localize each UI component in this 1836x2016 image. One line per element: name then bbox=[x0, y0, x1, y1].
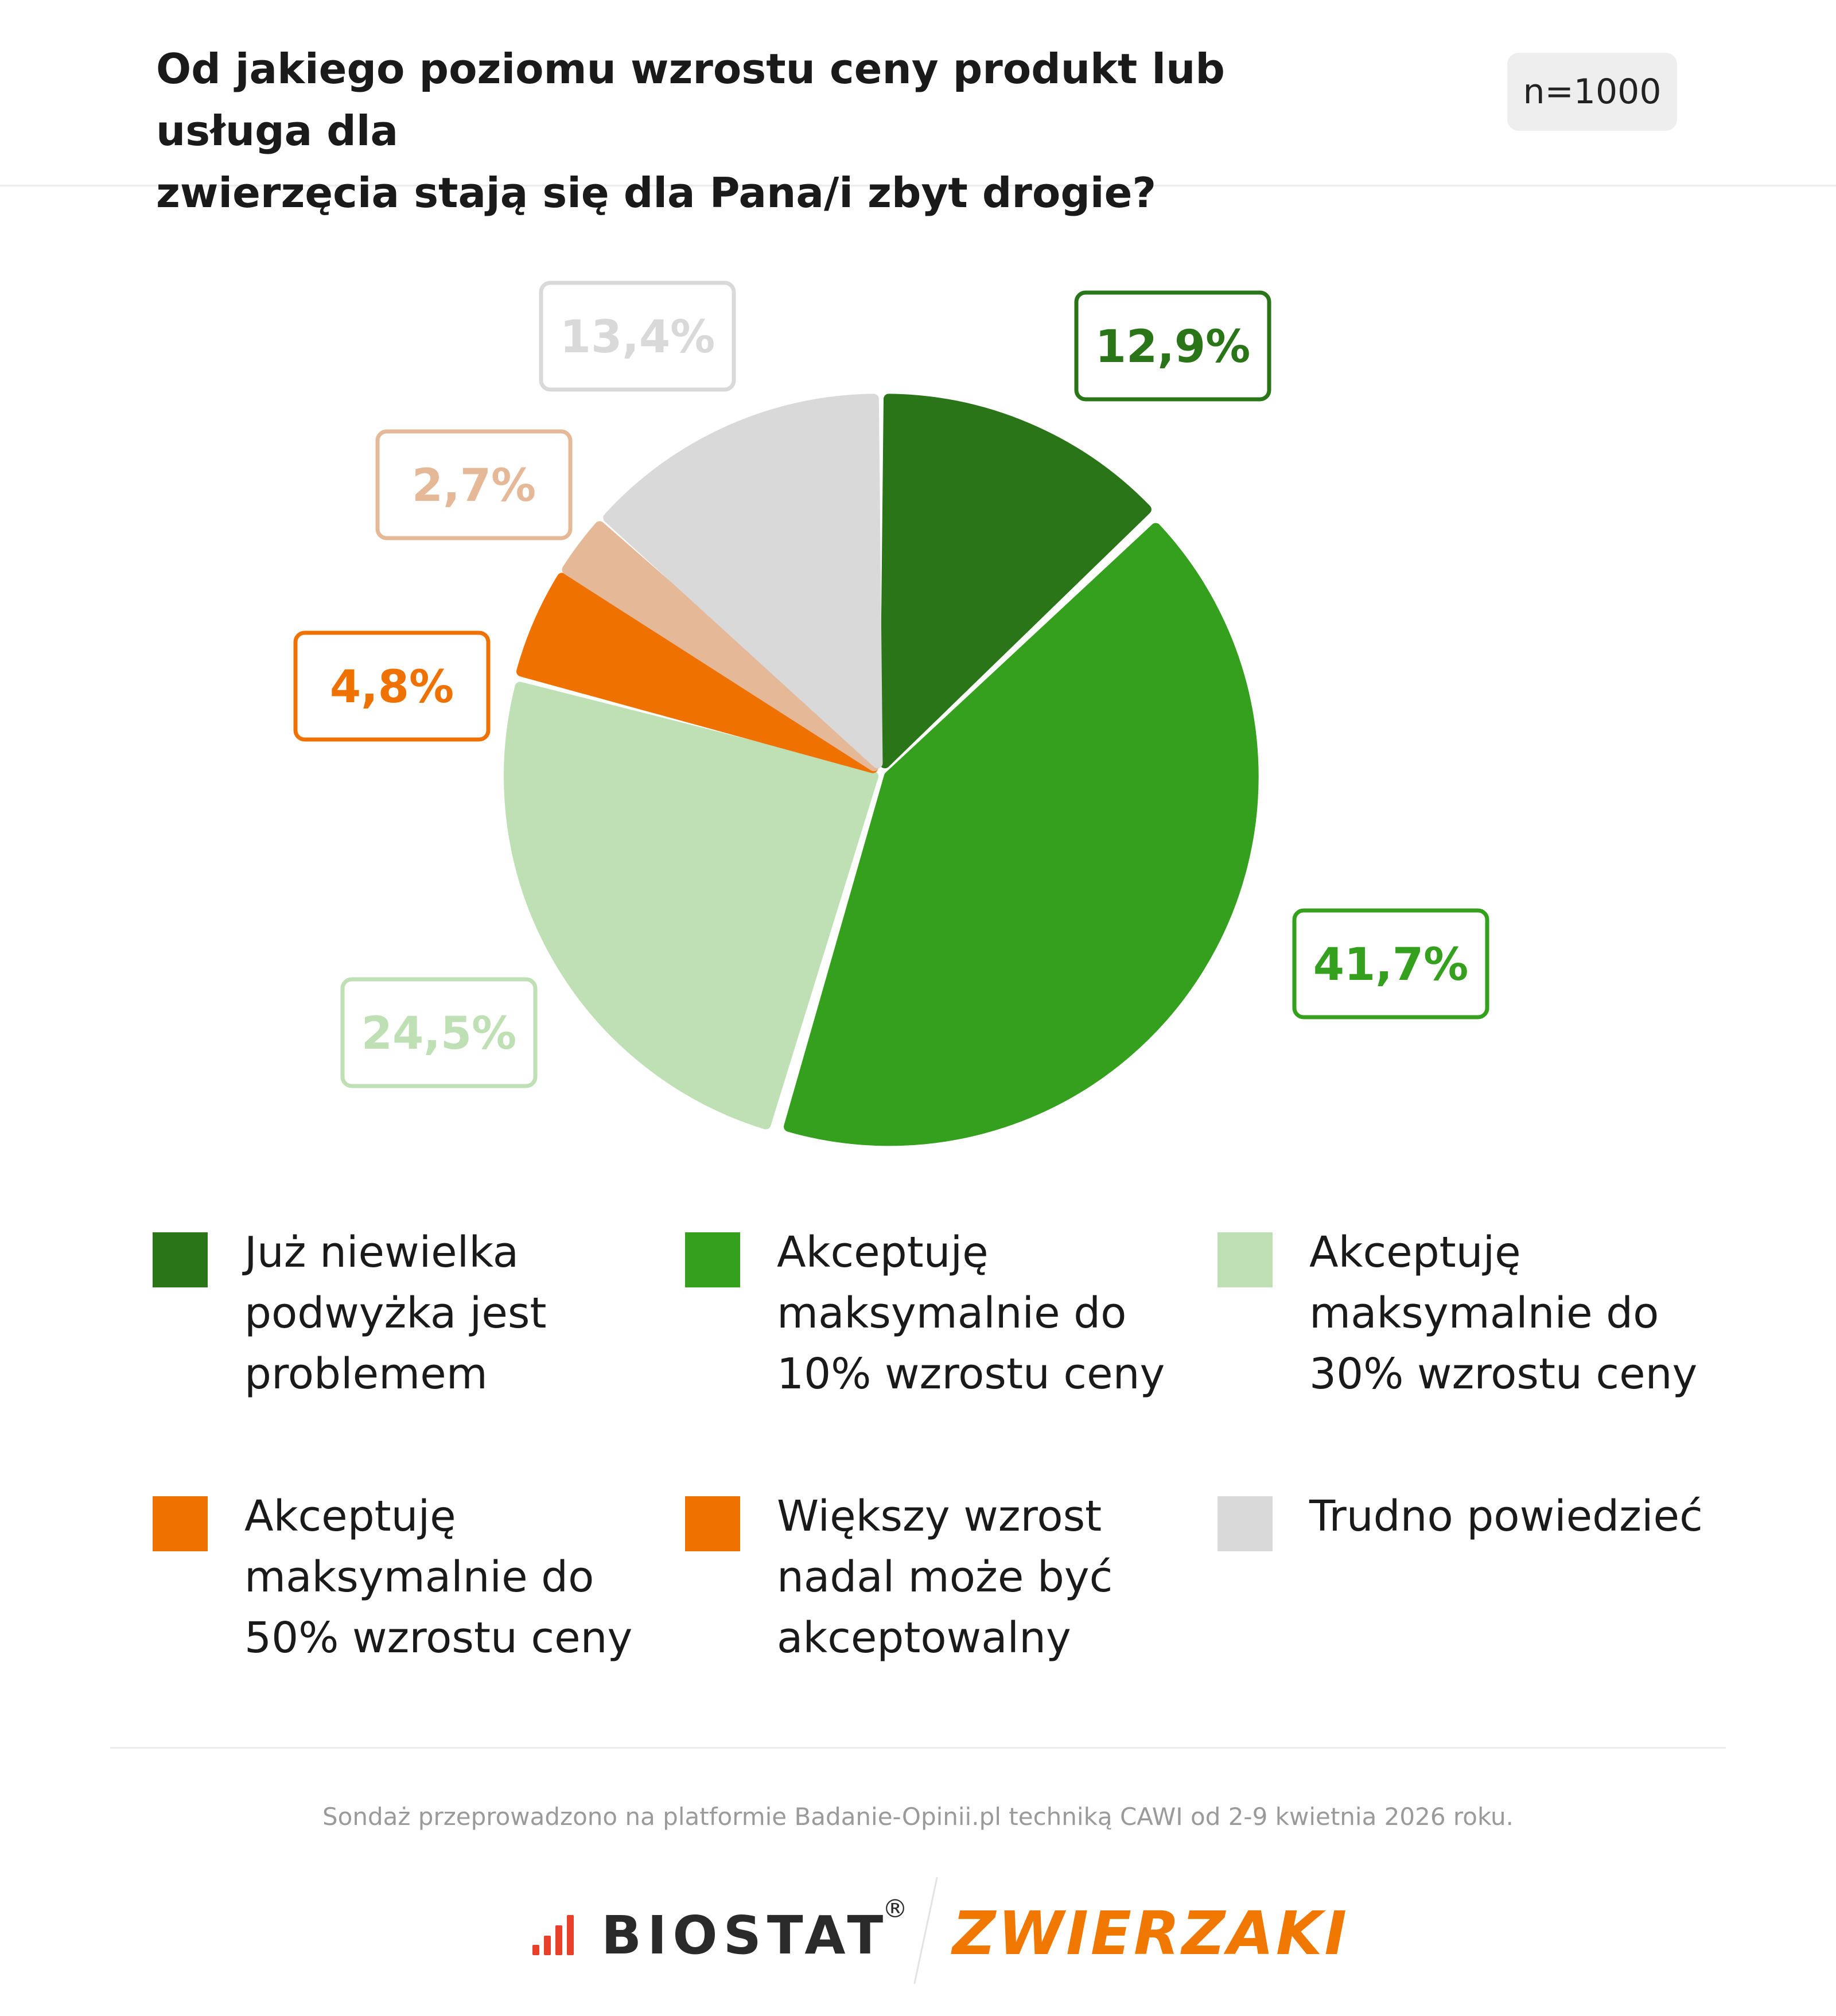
title-line-1: Od jakiego poziomu wzrostu ceny produkt … bbox=[156, 45, 1225, 155]
legend-label-line: Akceptuję bbox=[244, 1492, 456, 1541]
value-label: 2,7% bbox=[375, 429, 573, 540]
legend-label-line: nadal może być bbox=[777, 1552, 1113, 1602]
legend-label-line: Już niewielka bbox=[244, 1228, 519, 1277]
legend-label-line: maksymalnie do bbox=[1309, 1289, 1659, 1338]
value-label-text: 2,7% bbox=[412, 460, 536, 512]
header: Od jakiego poziomu wzrostu ceny produkt … bbox=[0, 0, 1836, 217]
legend-swatch bbox=[1217, 1232, 1273, 1287]
pie-slice bbox=[784, 523, 1259, 1146]
logos: BIOSTAT ® ZWIERZAKI bbox=[0, 1870, 1836, 1985]
legend-swatch bbox=[153, 1496, 208, 1551]
legend-label-line: 50% wzrostu ceny bbox=[244, 1613, 633, 1663]
value-label-text: 4,8% bbox=[330, 661, 454, 713]
pie-slice bbox=[516, 573, 878, 773]
legend-swatch bbox=[153, 1232, 208, 1287]
value-label-box bbox=[539, 281, 736, 392]
chart-title: Od jakiego poziomu wzrostu ceny produkt … bbox=[156, 38, 1304, 224]
value-label-box bbox=[340, 977, 538, 1088]
footer-divider bbox=[110, 1747, 1726, 1749]
logo-divider bbox=[913, 1877, 938, 1984]
value-label: 4,8% bbox=[293, 631, 491, 742]
legend-label: Już niewielka podwyżka jest problemem bbox=[244, 1222, 658, 1404]
legend-label-line: Większy wzrost bbox=[777, 1492, 1102, 1541]
pie-slice bbox=[603, 394, 883, 769]
legend-label-line: 10% wzrostu ceny bbox=[777, 1349, 1165, 1399]
title-line-2: zwierzęcia stają się dla Pana/i zbyt dro… bbox=[156, 169, 1157, 217]
value-label-text: 13,4% bbox=[560, 312, 715, 363]
legend-label-line: akceptowalny bbox=[777, 1613, 1071, 1663]
legend-label: Akceptuję maksymalnie do 10% wzrostu ceny bbox=[777, 1222, 1190, 1404]
legend-label-line: Akceptuję bbox=[1309, 1228, 1521, 1277]
pie-slice bbox=[562, 521, 880, 772]
value-label-box bbox=[375, 429, 573, 540]
value-label-box bbox=[293, 631, 491, 742]
legend-label: Trudno powiedzieć bbox=[1309, 1486, 1722, 1547]
legend-label-line: Trudno powiedzieć bbox=[1309, 1492, 1703, 1541]
registered-mark: ® bbox=[882, 1894, 908, 1924]
legend-swatch bbox=[685, 1232, 740, 1287]
value-label-text: 41,7% bbox=[1313, 939, 1469, 991]
legend-label-line: podwyżka jest bbox=[244, 1289, 547, 1338]
zwierzaki-logo: ZWIERZAKI bbox=[952, 1898, 1349, 1968]
legend-label-line: problemem bbox=[244, 1349, 488, 1399]
pie-slice bbox=[880, 394, 1152, 769]
survey-note: Sondaż przeprowadzono na platformie Bada… bbox=[322, 1803, 1514, 1831]
value-label: 13,4% bbox=[539, 281, 736, 392]
value-label: 12,9% bbox=[1074, 290, 1271, 402]
legend-label-line: Akceptuję bbox=[777, 1228, 989, 1277]
sample-size-badge: n=1000 bbox=[1507, 53, 1677, 131]
legend-label: Większy wzrost nadal może być akceptowalny bbox=[777, 1486, 1190, 1668]
pie-slice bbox=[504, 682, 879, 1130]
legend-swatch bbox=[685, 1496, 740, 1551]
legend-swatch bbox=[1217, 1496, 1273, 1551]
value-label-text: 24,5% bbox=[361, 1008, 517, 1060]
pie-chart: 12,9% 41,7% 24,5% 4,8% 2,7% 13,4% bbox=[293, 281, 1489, 1146]
value-label-box bbox=[1292, 908, 1489, 1019]
value-label-box bbox=[1074, 290, 1271, 402]
legend-label: Akceptuję maksymalnie do 30% wzrostu ceny bbox=[1309, 1222, 1722, 1404]
biostat-wordmark: BIOSTAT bbox=[601, 1905, 889, 1966]
legend-label: Akceptuję maksymalnie do 50% wzrostu ceny bbox=[244, 1486, 658, 1668]
value-label: 24,5% bbox=[340, 977, 538, 1088]
legend-label-line: maksymalnie do bbox=[244, 1552, 594, 1602]
legend: Już niewielka podwyżka jest problemem Akcep… bbox=[153, 1222, 1703, 1756]
legend-label-line: 30% wzrostu ceny bbox=[1309, 1349, 1698, 1399]
bar-chart-icon bbox=[532, 1908, 584, 1960]
value-label-text: 12,9% bbox=[1095, 321, 1251, 373]
legend-label-line: maksymalnie do bbox=[777, 1289, 1127, 1338]
value-label: 41,7% bbox=[1292, 908, 1489, 1019]
